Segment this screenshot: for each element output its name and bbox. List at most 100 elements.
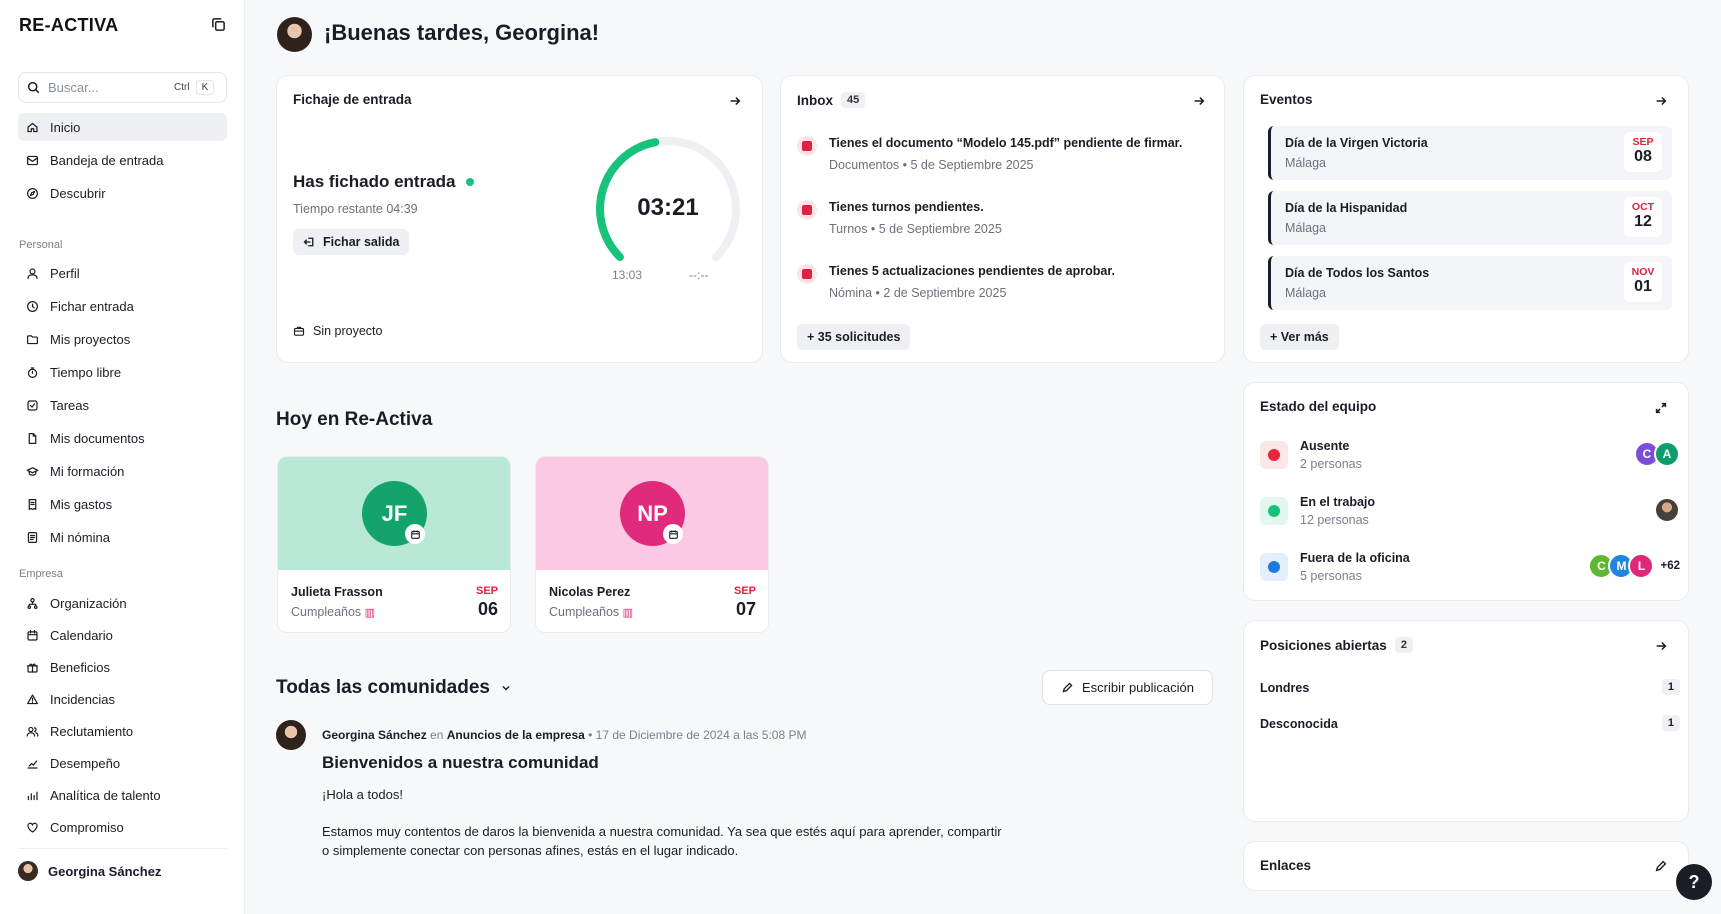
remaining-time: Tiempo restante 04:39 xyxy=(293,202,418,216)
event-month: SEP xyxy=(1632,136,1654,148)
home-icon xyxy=(27,122,38,132)
sidebar-item-personal-1[interactable]: Fichar entrada xyxy=(18,292,227,320)
sidebar-item-empresa-0[interactable]: Organización xyxy=(18,589,227,617)
inbox-item-sub: Nómina • 2 de Septiembre 2025 xyxy=(829,286,1007,300)
status-count: 5 personas xyxy=(1300,569,1362,583)
sidebar-item-personal-0[interactable]: Perfil xyxy=(18,259,227,287)
clock-in-status-text: Has fichado entrada xyxy=(293,172,456,191)
sidebar-item-personal-8[interactable]: Mi nómina xyxy=(18,523,227,551)
birthday-card[interactable]: JF Julieta Frasson Cumpleaños ▥ SEP 06 xyxy=(277,456,511,633)
start-time: 13:03 xyxy=(612,268,643,282)
inbox-item[interactable]: Tienes 5 actualizaciones pendientes de a… xyxy=(797,264,1115,300)
sidebar-item-2[interactable]: Descubrir xyxy=(18,179,227,207)
collapse-sidebar-icon[interactable] xyxy=(211,17,226,32)
folder-icon xyxy=(27,334,38,344)
sidebar-item-empresa-5[interactable]: Desempeño xyxy=(18,749,227,777)
links-card: Enlaces xyxy=(1243,841,1689,891)
more-members-count[interactable]: +62 xyxy=(1660,560,1680,572)
search-box[interactable]: Ctrl K xyxy=(18,72,227,103)
more-requests-button[interactable]: + 35 solicitudes xyxy=(797,324,911,350)
team-status-row[interactable]: En el trabajo 12 personas xyxy=(1260,493,1680,533)
event-item[interactable]: Día de la Hispanidad Málaga OCT 12 xyxy=(1268,191,1672,245)
event-name: Día de la Virgen Victoria xyxy=(1285,136,1428,150)
arrow-right-icon[interactable] xyxy=(1654,639,1668,653)
position-row[interactable]: Desconocida 1 xyxy=(1260,715,1680,731)
sidebar-item-1[interactable]: Bandeja de entrada xyxy=(18,146,227,174)
sidebar-item-personal-4[interactable]: Tareas xyxy=(18,391,227,419)
sidebar-item-empresa-7[interactable]: Compromiso xyxy=(18,813,227,841)
write-post-button[interactable]: Escribir publicación xyxy=(1042,670,1213,705)
communities-dropdown[interactable]: Todas las comunidades xyxy=(276,677,512,699)
sidebar-item-personal-3[interactable]: Tiempo libre xyxy=(18,358,227,386)
event-month: NOV xyxy=(1631,266,1655,278)
arrow-right-icon[interactable] xyxy=(1192,94,1206,108)
sidebar-item-personal-6[interactable]: Mi formación xyxy=(18,457,227,485)
search-input[interactable] xyxy=(48,80,168,95)
team-member-avatar[interactable]: A xyxy=(1654,441,1680,467)
sidebar-item-personal-2[interactable]: Mis proyectos xyxy=(18,325,227,353)
sidebar-item-empresa-2[interactable]: Beneficios xyxy=(18,653,227,681)
team-status-row[interactable]: Fuera de la oficina 5 personas C M L +62 xyxy=(1260,549,1680,589)
sidebar-item-0[interactable]: Inicio xyxy=(18,113,227,141)
app-logo[interactable]: RE-ACTIVA xyxy=(19,15,119,35)
position-count: 1 xyxy=(1661,679,1680,695)
post-author-avatar[interactable] xyxy=(276,720,306,750)
event-item[interactable]: Día de Todos los Santos Málaga NOV 01 xyxy=(1268,256,1672,310)
birthday-card[interactable]: NP Nicolas Perez Cumpleaños ▥ SEP 07 xyxy=(535,456,769,633)
events-title: Eventos xyxy=(1260,92,1313,107)
sidebar-item-label: Perfil xyxy=(50,265,80,281)
see-more-events-button[interactable]: + Ver más xyxy=(1260,324,1339,350)
post-channel[interactable]: Anuncios de la empresa xyxy=(446,728,585,742)
inbox-item[interactable]: Tienes el documento “Modelo 145.pdf” pen… xyxy=(797,136,1182,172)
event-location: Málaga xyxy=(1285,221,1326,235)
receipt-icon xyxy=(28,498,37,510)
sidebar-item-personal-7[interactable]: Mis gastos xyxy=(18,490,227,518)
status-name: Fuera de la oficina xyxy=(1300,551,1410,565)
birthday-month: SEP xyxy=(733,585,756,597)
section-personal: Personal xyxy=(19,239,63,251)
status-indicator xyxy=(1260,497,1288,525)
user-name: Georgina Sánchez xyxy=(48,863,162,879)
project-selector[interactable]: Sin proyecto xyxy=(293,324,382,338)
arrow-right-icon[interactable] xyxy=(1654,94,1668,108)
post-author[interactable]: Georgina Sánchez xyxy=(322,728,427,742)
avatar-group: C M L +62 xyxy=(1588,553,1680,579)
current-user[interactable]: Georgina Sánchez xyxy=(18,861,161,881)
sidebar-item-empresa-1[interactable]: Calendario xyxy=(18,621,227,649)
event-item[interactable]: Día de la Virgen Victoria Málaga SEP 08 xyxy=(1268,126,1672,180)
fichaje-title: Fichaje de entrada xyxy=(293,92,412,107)
sidebar-item-personal-5[interactable]: Mis documentos xyxy=(18,424,227,452)
team-status-row[interactable]: Ausente 2 personas C A xyxy=(1260,437,1680,477)
birthday-month: SEP xyxy=(475,585,498,597)
position-name: Desconocida xyxy=(1260,717,1338,731)
expand-icon[interactable] xyxy=(1654,401,1668,415)
status-indicator xyxy=(1260,553,1288,581)
arrow-right-icon[interactable] xyxy=(728,94,742,108)
sidebar-item-empresa-6[interactable]: Analítica de talento xyxy=(18,781,227,809)
help-button[interactable]: ? xyxy=(1676,864,1712,900)
cake-icon: ▥ xyxy=(622,607,634,619)
inbox-item[interactable]: Tienes turnos pendientes. Turnos • 5 de S… xyxy=(797,200,1002,236)
event-date: NOV 01 xyxy=(1624,262,1662,302)
sidebar-item-label: Reclutamiento xyxy=(50,723,134,739)
edit-icon[interactable] xyxy=(1654,859,1668,873)
analytics-icon xyxy=(27,791,38,800)
birthday-label: Cumpleaños ▥ xyxy=(291,605,375,619)
sidebar-item-empresa-3[interactable]: Incidencias xyxy=(18,685,227,713)
sidebar-item-empresa-4[interactable]: Reclutamiento xyxy=(18,717,227,745)
sidebar-item-label: Desempeño xyxy=(50,755,121,771)
team-member-avatar[interactable] xyxy=(1654,497,1680,523)
clock-out-button[interactable]: Fichar salida xyxy=(293,229,410,255)
team-member-avatar[interactable]: L xyxy=(1628,553,1655,579)
inbox-item-sub: Turnos • 5 de Septiembre 2025 xyxy=(829,222,1002,236)
sidebar-item-label: Tiempo libre xyxy=(50,364,122,380)
avatar-group xyxy=(1654,497,1680,523)
sidebar-item-label: Mi nómina xyxy=(50,529,110,545)
timer-icon xyxy=(27,366,38,378)
warning-icon xyxy=(27,693,38,704)
calendar-icon xyxy=(27,629,38,641)
position-row[interactable]: Londres 1 xyxy=(1260,679,1680,695)
calendar-alert-icon xyxy=(797,136,817,156)
page-title: ¡Buenas tardes, Georgina! xyxy=(324,20,600,45)
